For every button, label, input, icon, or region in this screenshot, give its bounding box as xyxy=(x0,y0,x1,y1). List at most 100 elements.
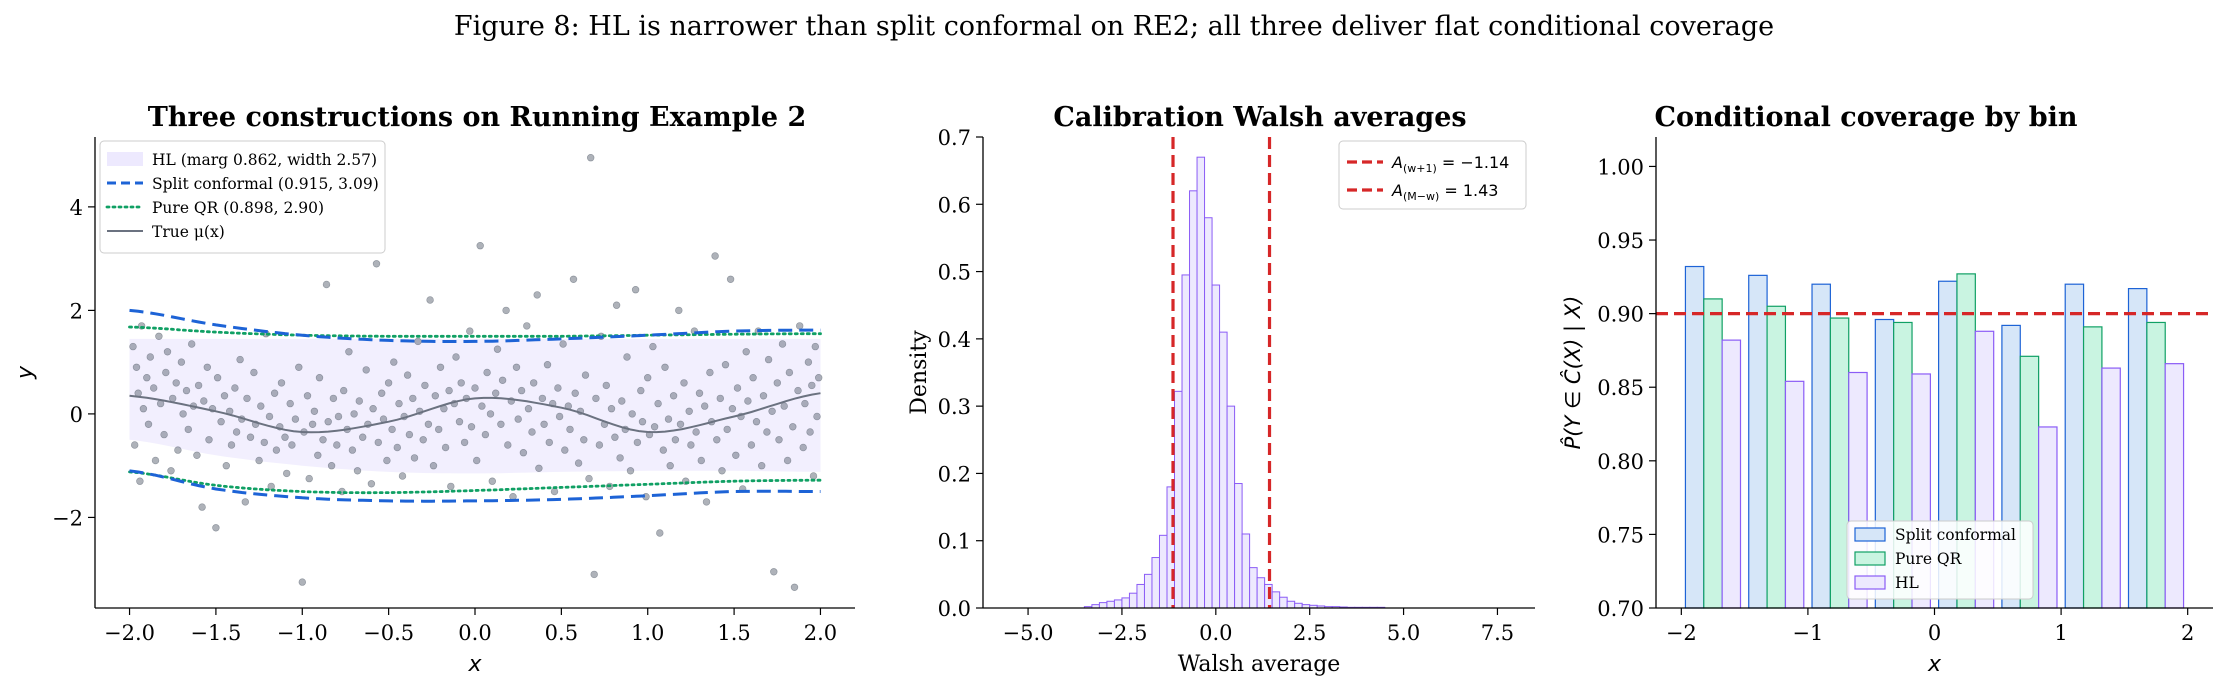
data-point xyxy=(664,415,673,423)
data-point xyxy=(281,433,289,441)
data-point xyxy=(559,340,567,348)
data-point xyxy=(749,374,757,382)
panel3-y-tick-label: 0.95 xyxy=(1597,229,1644,253)
data-point xyxy=(426,296,434,304)
data-point xyxy=(555,412,564,421)
panel2-title: Calibration Walsh averages xyxy=(1053,102,1466,133)
histogram-bar xyxy=(1234,483,1243,609)
bar-pure-qr xyxy=(1703,298,1723,609)
panel1-title: Three constructions on Running Example 2 xyxy=(148,102,807,133)
data-point xyxy=(585,474,593,483)
data-point xyxy=(493,345,502,353)
panel1-legend-label: Pure QR (0.898, 2.90) xyxy=(152,199,324,217)
data-point xyxy=(288,441,296,449)
figure-suptitle: Figure 8: HL is narrower than split conf… xyxy=(454,11,1774,42)
histogram-bar xyxy=(1294,602,1303,609)
data-point xyxy=(272,446,281,454)
data-point xyxy=(466,327,474,335)
data-point xyxy=(395,399,403,408)
histogram-bar xyxy=(1098,602,1108,609)
bar-pure-qr xyxy=(2082,326,2103,609)
panel1-x-axis-label: x xyxy=(467,652,482,677)
data-point xyxy=(220,392,229,400)
histogram-bar xyxy=(1174,390,1183,609)
data-point xyxy=(478,402,486,410)
panel3-y-tick-label: 0.80 xyxy=(1597,450,1644,474)
data-point xyxy=(319,436,327,444)
data-point xyxy=(471,384,479,392)
data-point xyxy=(236,355,244,364)
data-point xyxy=(580,436,588,444)
histogram-bar xyxy=(1279,596,1288,609)
data-point xyxy=(538,394,547,403)
data-point xyxy=(362,366,370,374)
data-point xyxy=(193,451,201,459)
data-point xyxy=(355,397,363,405)
panel2-x-tick-label: −2.5 xyxy=(1096,621,1147,645)
histogram-bar xyxy=(1211,284,1221,609)
panel3-legend-frame xyxy=(1846,520,2034,600)
data-point xyxy=(806,428,814,436)
data-point xyxy=(369,405,377,413)
data-point xyxy=(213,374,222,382)
legend-swatch-bar-pure-qr xyxy=(1854,551,1886,566)
data-point xyxy=(203,363,212,371)
data-point xyxy=(298,578,306,586)
panel2-legend-label: A(M−w) = 1.43 xyxy=(1391,181,1498,203)
data-point xyxy=(250,368,258,377)
data-point xyxy=(768,407,776,415)
data-point xyxy=(554,384,562,392)
data-point xyxy=(131,441,139,449)
data-point xyxy=(643,374,652,382)
data-point xyxy=(174,446,182,454)
panel2-y-tick-label: 0.0 xyxy=(938,597,971,621)
data-point xyxy=(654,399,662,408)
panel3-x-axis-label: x xyxy=(1927,652,1942,677)
bar-pure-qr xyxy=(1829,317,1850,609)
data-point xyxy=(359,433,367,441)
data-point xyxy=(429,462,438,470)
data-point xyxy=(136,477,144,485)
data-point xyxy=(611,433,619,441)
panel1-legend-label: HL (marg 0.862, width 2.57) xyxy=(152,151,377,169)
data-point xyxy=(804,358,813,366)
qr-lower-line xyxy=(128,470,822,495)
data-point xyxy=(345,348,353,356)
data-point xyxy=(711,252,719,260)
data-point xyxy=(270,389,279,397)
data-point xyxy=(340,386,348,395)
qr-upper-line xyxy=(128,325,822,338)
panel3-title: Conditional coverage by bin xyxy=(1654,102,2077,133)
data-point xyxy=(574,459,583,467)
data-point xyxy=(676,420,685,428)
data-point xyxy=(728,405,737,413)
panel2-y-tick-label: 0.7 xyxy=(938,126,971,150)
histogram-bar xyxy=(1271,591,1281,609)
data-point xyxy=(329,394,338,403)
data-point xyxy=(212,524,220,532)
data-point xyxy=(718,467,726,475)
panel3-y-tick-label: 0.75 xyxy=(1597,523,1644,547)
data-point xyxy=(182,386,191,395)
data-point xyxy=(790,583,799,591)
data-point xyxy=(467,423,476,431)
data-point xyxy=(421,381,429,390)
panel2-x-tick-label: 7.5 xyxy=(1481,621,1514,645)
panel1-x-tick-label: −1.0 xyxy=(277,621,328,645)
histogram-bar xyxy=(1286,600,1296,609)
data-point xyxy=(132,363,141,371)
histogram-bar xyxy=(1106,600,1115,609)
data-point xyxy=(789,423,797,431)
data-point xyxy=(314,451,322,459)
data-point xyxy=(523,322,531,330)
data-point xyxy=(809,472,818,480)
data-point xyxy=(543,361,552,369)
panel2-x-tick-label: 0.0 xyxy=(1199,621,1232,645)
data-point xyxy=(483,368,491,377)
data-point xyxy=(384,379,393,387)
legend-swatch-bar-hl xyxy=(1854,575,1886,590)
data-point xyxy=(561,446,569,454)
data-point xyxy=(350,410,358,418)
data-point xyxy=(232,428,241,436)
bar-split-conformal xyxy=(1684,265,1705,609)
